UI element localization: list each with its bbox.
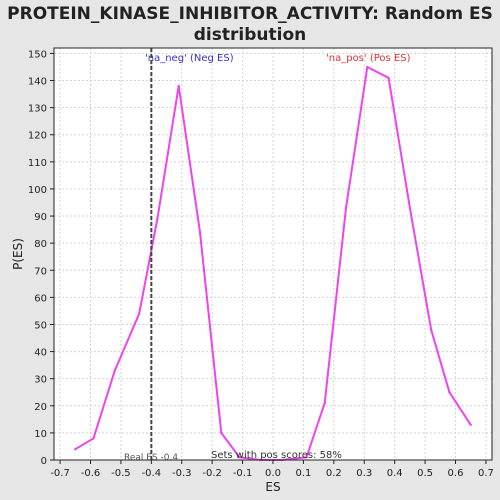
y-tick-label: 20 (34, 402, 47, 413)
y-axis: 0 10 20 30 40 50 60 70 80 90 100 110 120 130 140 150 (28, 49, 54, 467)
y-tick-label: 10 (34, 429, 47, 440)
y-tick-label: 140 (28, 77, 47, 88)
x-tick-label: 0.7 (478, 468, 494, 479)
y-tick-label: 150 (28, 49, 47, 60)
data-point (198, 231, 202, 234)
data-point (113, 369, 117, 372)
y-tick-label: 60 (34, 293, 47, 304)
data-point (429, 328, 433, 332)
y-tick-label: 110 (28, 158, 47, 169)
x-tick-label: 0.2 (326, 468, 342, 479)
neg-es-annotation: 'na_neg' (Neg ES) (145, 53, 234, 64)
data-point (366, 65, 369, 69)
y-tick-label: 80 (34, 239, 47, 250)
data-point (238, 456, 241, 459)
y-tick-label: 50 (34, 320, 47, 331)
data-point (323, 401, 326, 405)
x-axis: -0.7 -0.6 -0.5 -0.4 -0.3 -0.2 -0.1 0.0 0.1 0.2 0.3… (50, 460, 494, 479)
data-point (305, 456, 308, 459)
x-tick-label: 0.5 (417, 468, 433, 479)
x-tick-label: 0.4 (387, 468, 403, 479)
data-point (177, 84, 180, 88)
pos-es-annotation: 'na_pos' (Pos ES) (326, 53, 411, 64)
pos-score-footer: Sets with pos scores: 58% (211, 450, 342, 461)
x-tick-label: -0.5 (111, 468, 131, 479)
x-tick-label: -0.7 (50, 468, 70, 479)
y-tick-label: 100 (28, 185, 47, 196)
data-point (344, 206, 348, 210)
data-point (137, 312, 141, 315)
x-tick-label: -0.1 (233, 468, 253, 479)
chart-title-line-1: PROTEIN_KINASE_INHIBITOR_ACTIVITY: Rando… (7, 4, 493, 24)
x-tick-label: -0.2 (202, 468, 222, 479)
x-tick-label: 0.1 (295, 468, 311, 479)
x-tick-label: 0.3 (356, 468, 372, 479)
data-point (387, 76, 390, 80)
data-point (408, 206, 412, 210)
x-tick-label: 0.6 (448, 468, 464, 479)
data-point (92, 437, 95, 440)
x-tick-label: -0.6 (81, 468, 101, 479)
x-axis-label: ES (265, 480, 280, 494)
data-point (156, 217, 159, 220)
y-tick-label: 40 (34, 348, 47, 359)
y-tick-label: 120 (28, 131, 47, 142)
chart-title-line-2: distribution (194, 25, 306, 45)
x-tick-label: 0.0 (265, 468, 281, 479)
x-tick-label: -0.4 (142, 468, 162, 479)
data-point (74, 447, 77, 451)
data-point (469, 423, 472, 426)
real-es-label: Real ES -0.4 (124, 453, 178, 463)
y-axis-label: P(ES) (11, 238, 25, 270)
y-tick-label: 0 (41, 456, 47, 467)
data-point (220, 431, 223, 435)
y-tick-label: 90 (34, 212, 47, 223)
x-tick-label: -0.3 (172, 468, 192, 479)
y-tick-label: 130 (28, 104, 47, 115)
y-tick-label: 70 (34, 266, 47, 277)
data-point (448, 391, 451, 394)
y-tick-label: 30 (34, 375, 47, 386)
